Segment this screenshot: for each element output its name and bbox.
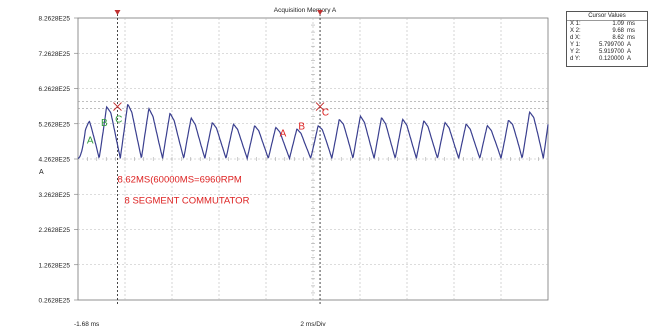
y-tick-label: 1.2628E25: [39, 262, 71, 269]
y-tick-label: 5.2628E25: [39, 121, 71, 128]
cursor-row-label: X 2:: [570, 28, 581, 34]
cursor-row-value: 1.09: [612, 21, 624, 27]
cursor-row-label: Y 2:: [570, 49, 581, 55]
y-axis-label: A: [39, 169, 44, 176]
point-mark-b: B: [101, 118, 108, 129]
y-tick-label: 2.2628E25: [39, 227, 71, 234]
annotation-text: 8.62MS(60000MS=6960RPM: [117, 174, 241, 185]
cursor-row-value: 5.919700: [598, 49, 624, 55]
cursor-row: X 1: 1.09 ms: [567, 21, 647, 28]
cursor-row: d Y: 0.120000 A: [567, 56, 647, 63]
cursor-row-value: 9.68: [612, 28, 624, 34]
cursor-row-label: d X:: [570, 35, 581, 41]
cursor-row: d X: 8.62 ms: [567, 35, 647, 42]
cursor-row-value: 5.799700: [598, 42, 624, 48]
y-tick-label: 3.2628E25: [39, 192, 71, 199]
cursor-row-unit: ms: [627, 35, 635, 41]
cursor-row-unit: A: [627, 42, 632, 48]
cursor-flag-x1: [114, 10, 121, 15]
point-mark-b: B: [298, 121, 305, 132]
x-center-label: 2 ms/Div: [300, 321, 326, 328]
cursor-values-panel: Cursor Values X 1: 1.09 ms X 2: 9.68 ms d X: 8.…: [566, 11, 648, 67]
point-mark-a: A: [87, 136, 94, 147]
cursor-row: X 2: 9.68 ms: [567, 28, 647, 35]
cursor-cross-x2: [315, 102, 325, 111]
cursor-panel-title: Cursor Values: [567, 12, 647, 21]
cursor-row-unit: A: [627, 49, 632, 55]
cursor-row-value: 0.120000: [598, 56, 624, 62]
grid: [77, 17, 549, 301]
cursor-cross-x1: [113, 102, 122, 111]
y-tick-labels: 8.2628E25 7.2628E25 6.2628E25 5.2628E25 4.26…: [39, 16, 78, 305]
y-tick-label: 8.2628E25: [39, 16, 71, 23]
cursor-row-unit: A: [627, 56, 632, 62]
cursor-row: Y 1: 5.799700 A: [567, 42, 647, 49]
chart-title: Acquisition Memory A: [274, 7, 337, 14]
annotation-text: 8 SEGMENT COMMUTATOR: [125, 196, 250, 207]
cursor-row-value: 8.62: [612, 35, 624, 41]
y-tick-label: 6.2628E25: [39, 86, 71, 93]
point-mark-c: C: [322, 107, 329, 118]
annotations: 8.62MS(60000MS=6960RPM 8 SEGMENT COMMUTAT…: [117, 174, 249, 206]
y-tick-label: 7.2628E25: [39, 51, 71, 58]
point-mark-a: A: [280, 129, 287, 140]
cursor-row-label: Y 1:: [570, 42, 581, 48]
cursor-flag-x2: [317, 10, 324, 15]
cursor-row-label: d Y:: [570, 56, 581, 62]
cursor-row: Y 2: 5.919700 A: [567, 49, 647, 56]
y-tick-label: 4.2628E25: [39, 157, 71, 164]
cursor-row-unit: ms: [627, 21, 635, 27]
cursor-row-unit: ms: [627, 28, 635, 34]
x-left-label: -1.68 ms: [74, 321, 100, 328]
point-mark-c: C: [115, 114, 122, 125]
cursor-lines: [113, 10, 325, 304]
y-tick-label: 0.2628E25: [39, 298, 71, 305]
series-waveform: [77, 104, 549, 161]
cursor-row-label: X 1:: [570, 21, 581, 27]
